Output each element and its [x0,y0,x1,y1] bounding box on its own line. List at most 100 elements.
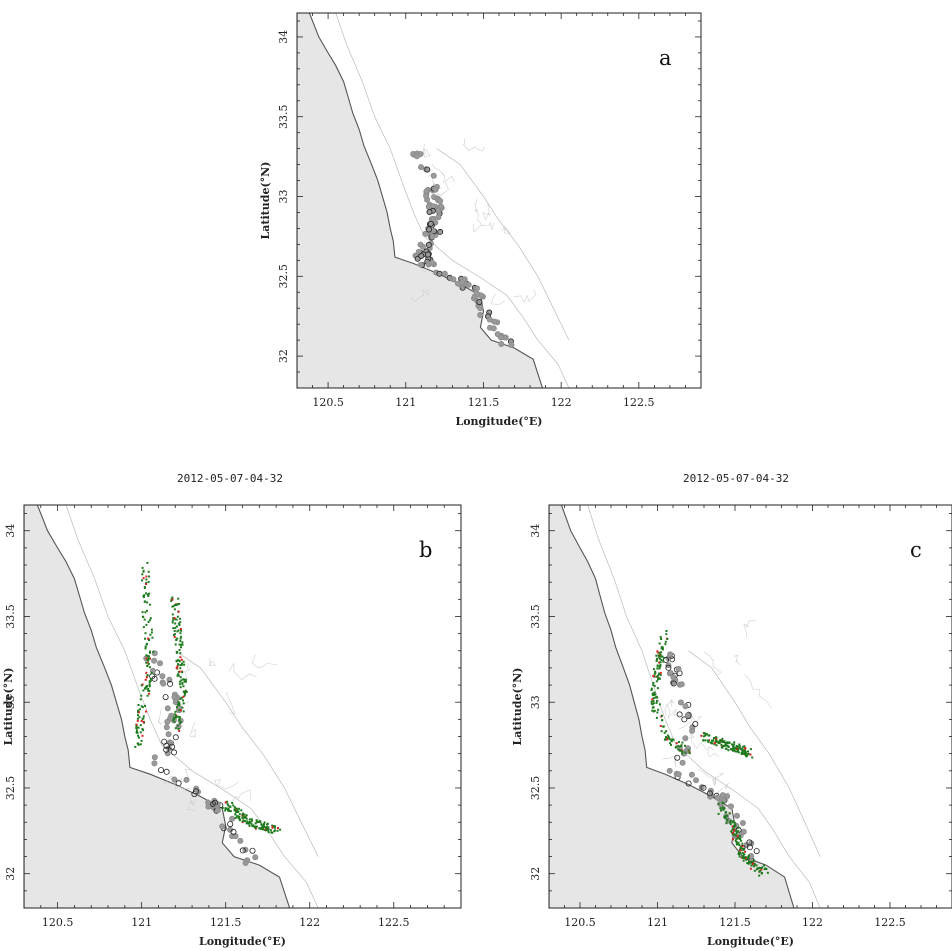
model-particle [652,683,655,686]
model-particle [148,603,151,606]
isobath-line [436,148,570,341]
model-particle [761,866,764,869]
model-particle [150,631,153,634]
model-particle [177,703,180,706]
model-particle [141,615,144,618]
model-particle [688,752,691,755]
panel-b-xtick: 121.5 [210,916,242,929]
model-particle [731,832,734,834]
model-particle [146,609,148,612]
model-particle [143,600,146,603]
model-particle [142,729,145,732]
contour-line [502,226,511,234]
model-particle [726,741,729,744]
model-particle [753,862,756,865]
panel-b-xtick: 121 [131,916,152,929]
model-particle [741,855,744,857]
contour-line [513,289,536,304]
model-particle [140,705,143,708]
model-particle [732,828,735,831]
model-particle [713,742,716,745]
model-particle [740,847,743,850]
model-particle [142,689,145,692]
model-particle [181,641,184,644]
model-particle [146,664,149,667]
model-particle [144,678,147,681]
model-particle [659,674,662,676]
model-particle [143,586,146,589]
model-particle [264,828,267,831]
model-particle [729,819,732,822]
model-particle [180,679,183,682]
model-particle [177,597,180,600]
observation-marker [418,252,425,259]
model-particle [721,740,724,743]
model-particle [737,852,740,855]
land-mass [24,505,291,908]
model-particle [248,824,251,827]
model-particle [719,740,722,743]
model-particle [740,748,743,751]
panel-c: 2012-05-07-04-32 c Longitude(°E) Latitud… [511,472,952,948]
model-particle [652,681,655,684]
model-particle [247,822,250,825]
panel-a-ytick: 33.5 [277,104,290,129]
observation-marker [458,279,465,286]
model-particle [176,674,179,677]
model-particle [723,744,726,747]
model-particle [659,658,662,661]
observation-marker [477,305,484,312]
model-particle [656,696,659,699]
model-particle [178,680,181,683]
model-particle [739,838,742,841]
model-particle [248,818,251,821]
model-particle [142,721,145,724]
model-particle [722,807,725,809]
observation-marker [165,731,172,738]
contour-line [230,789,251,804]
panel-b-isobaths [65,505,319,908]
model-particle [176,603,179,606]
model-particle [175,604,178,606]
panel-b-xtick: 122.5 [378,916,410,929]
model-particle [174,715,177,717]
model-particle [741,745,744,748]
contour-line [410,289,430,302]
model-particle [658,642,661,645]
contour-line [704,651,722,675]
model-particle [145,575,148,578]
model-particle [173,717,176,720]
panel-c-xtick-labels: 120.5 121 121.5 122 122.5 [564,916,906,929]
model-particle [238,813,241,816]
model-particle [246,820,249,823]
model-particle [183,694,186,697]
panel-b-title: 2012-05-07-04-32 [177,472,283,485]
model-particle [173,636,176,638]
model-particle [148,639,151,642]
model-particle [250,822,253,825]
model-particle [174,710,177,713]
model-particle [753,865,756,868]
observation-marker [163,724,170,731]
observation-marker [417,150,424,157]
model-particle [179,621,182,624]
panel-a-land [297,13,544,388]
model-particle [658,667,661,670]
model-particle [149,617,152,620]
model-particle [726,818,729,821]
model-particle [656,667,659,670]
model-particle [147,637,150,640]
model-particle [665,633,668,636]
isobath-line [175,650,319,857]
model-particle [236,810,239,813]
model-particle [738,855,741,858]
model-particle [664,643,667,646]
model-particle [141,611,144,614]
observation-marker [666,767,673,774]
model-particle [745,858,748,861]
observation-marker [249,847,256,854]
observation-marker [425,241,432,248]
panel-b-land [24,505,291,908]
model-particle [744,747,747,750]
observation-marker [151,657,158,664]
